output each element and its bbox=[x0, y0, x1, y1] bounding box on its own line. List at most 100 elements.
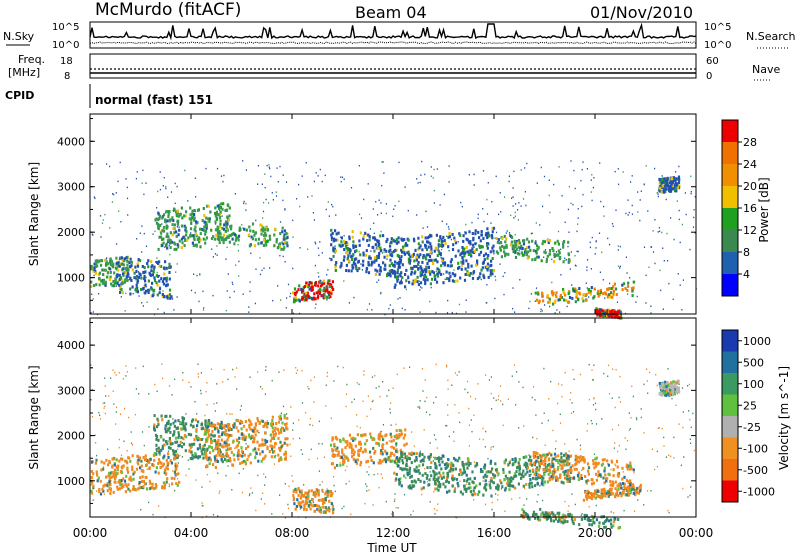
noise-point bbox=[539, 485, 541, 487]
noise-point bbox=[126, 186, 128, 189]
echo-cell bbox=[495, 250, 498, 254]
noise-point bbox=[301, 369, 303, 372]
echo-cell bbox=[98, 488, 101, 491]
echo-cell bbox=[445, 480, 448, 484]
echo-cell bbox=[386, 274, 389, 278]
echo-cell bbox=[489, 264, 492, 268]
echo-cell bbox=[451, 476, 454, 480]
echo-cell bbox=[612, 474, 615, 478]
noise-point bbox=[451, 311, 453, 314]
echo-cell bbox=[330, 243, 333, 247]
echo-cell bbox=[473, 249, 476, 253]
noise-point bbox=[615, 368, 617, 371]
echo-cell bbox=[261, 438, 264, 442]
echo-cell bbox=[417, 283, 420, 287]
noise-point bbox=[292, 219, 294, 222]
echo-cell bbox=[503, 460, 506, 464]
echo-cell bbox=[408, 466, 412, 470]
echo-cell bbox=[517, 245, 520, 249]
echo-cell bbox=[433, 476, 436, 480]
echo-cell bbox=[580, 473, 583, 477]
echo-cell bbox=[311, 288, 314, 292]
echo-cell bbox=[171, 216, 174, 220]
echo-cell bbox=[465, 246, 468, 249]
echo-cell bbox=[485, 488, 488, 492]
echo-cell bbox=[104, 483, 107, 487]
echo-cell bbox=[144, 291, 147, 295]
echo-cell bbox=[511, 458, 514, 461]
echo-cell bbox=[422, 256, 425, 260]
noise-point bbox=[334, 245, 336, 247]
echo-region bbox=[216, 219, 289, 251]
echo-cell bbox=[293, 291, 297, 295]
echo-cell bbox=[274, 432, 277, 436]
echo-cell bbox=[163, 454, 166, 458]
beam-title: Beam 04 bbox=[355, 3, 427, 22]
noise-point bbox=[280, 299, 282, 301]
echo-cell bbox=[109, 267, 112, 271]
echo-cell bbox=[217, 430, 220, 434]
echo-cell bbox=[508, 481, 511, 485]
echo-cell bbox=[116, 275, 119, 279]
echo-cell bbox=[91, 481, 94, 485]
echo-cell bbox=[194, 225, 197, 229]
noise-point bbox=[103, 483, 105, 486]
echo-cell bbox=[428, 255, 432, 258]
echo-cell bbox=[623, 482, 626, 486]
noise-point bbox=[543, 412, 545, 414]
echo-cell bbox=[405, 455, 408, 459]
echo-cell bbox=[590, 286, 593, 289]
echo-cell bbox=[542, 459, 545, 463]
noise-point bbox=[640, 416, 642, 419]
noise-point bbox=[264, 173, 266, 175]
noise-point bbox=[343, 178, 345, 180]
echo-cell bbox=[254, 238, 257, 242]
noise-point bbox=[502, 403, 504, 406]
echo-cell bbox=[452, 243, 455, 247]
noise-point bbox=[654, 219, 656, 221]
noise-point bbox=[350, 187, 353, 189]
echo-cell bbox=[254, 447, 257, 451]
echo-cell bbox=[386, 254, 389, 258]
echo-cell bbox=[453, 477, 456, 481]
echo-cell bbox=[118, 479, 121, 482]
noise-point bbox=[155, 261, 157, 263]
noise-point bbox=[593, 397, 595, 400]
echo-cell bbox=[389, 258, 392, 262]
noise-point bbox=[292, 429, 294, 431]
echo-cell bbox=[451, 463, 454, 467]
noise-point bbox=[138, 295, 140, 297]
echo-cell bbox=[324, 492, 327, 496]
echo-cell bbox=[253, 430, 256, 434]
echo-cell bbox=[184, 239, 187, 243]
echo-cell bbox=[278, 417, 281, 421]
echo-cell bbox=[499, 246, 502, 250]
echo-cell bbox=[393, 264, 396, 268]
echo-cell bbox=[339, 244, 342, 248]
echo-cell bbox=[473, 476, 476, 480]
echo-cell bbox=[396, 279, 399, 283]
echo-cell bbox=[147, 288, 150, 292]
echo-cell bbox=[333, 466, 336, 470]
echo-cell bbox=[110, 475, 113, 479]
noise-point bbox=[564, 257, 566, 259]
echo-cell bbox=[343, 248, 346, 251]
echo-cell bbox=[397, 236, 400, 240]
echo-cell bbox=[147, 291, 150, 294]
echo-cell bbox=[409, 266, 413, 270]
echo-cell bbox=[155, 484, 158, 488]
echo-cell bbox=[173, 457, 176, 461]
noise-point bbox=[588, 505, 590, 508]
echo-cell bbox=[595, 478, 598, 482]
echo-cell bbox=[177, 214, 180, 218]
echo-cell bbox=[427, 245, 430, 249]
echo-cell bbox=[297, 487, 300, 491]
noise-point bbox=[618, 396, 620, 399]
echo-cell bbox=[451, 484, 454, 488]
echo-cell bbox=[365, 439, 368, 443]
echo-cell bbox=[271, 426, 274, 430]
echo-cell bbox=[630, 467, 633, 471]
echo-cell bbox=[393, 471, 396, 475]
noise-point bbox=[446, 366, 448, 368]
echo-cell bbox=[429, 233, 432, 237]
